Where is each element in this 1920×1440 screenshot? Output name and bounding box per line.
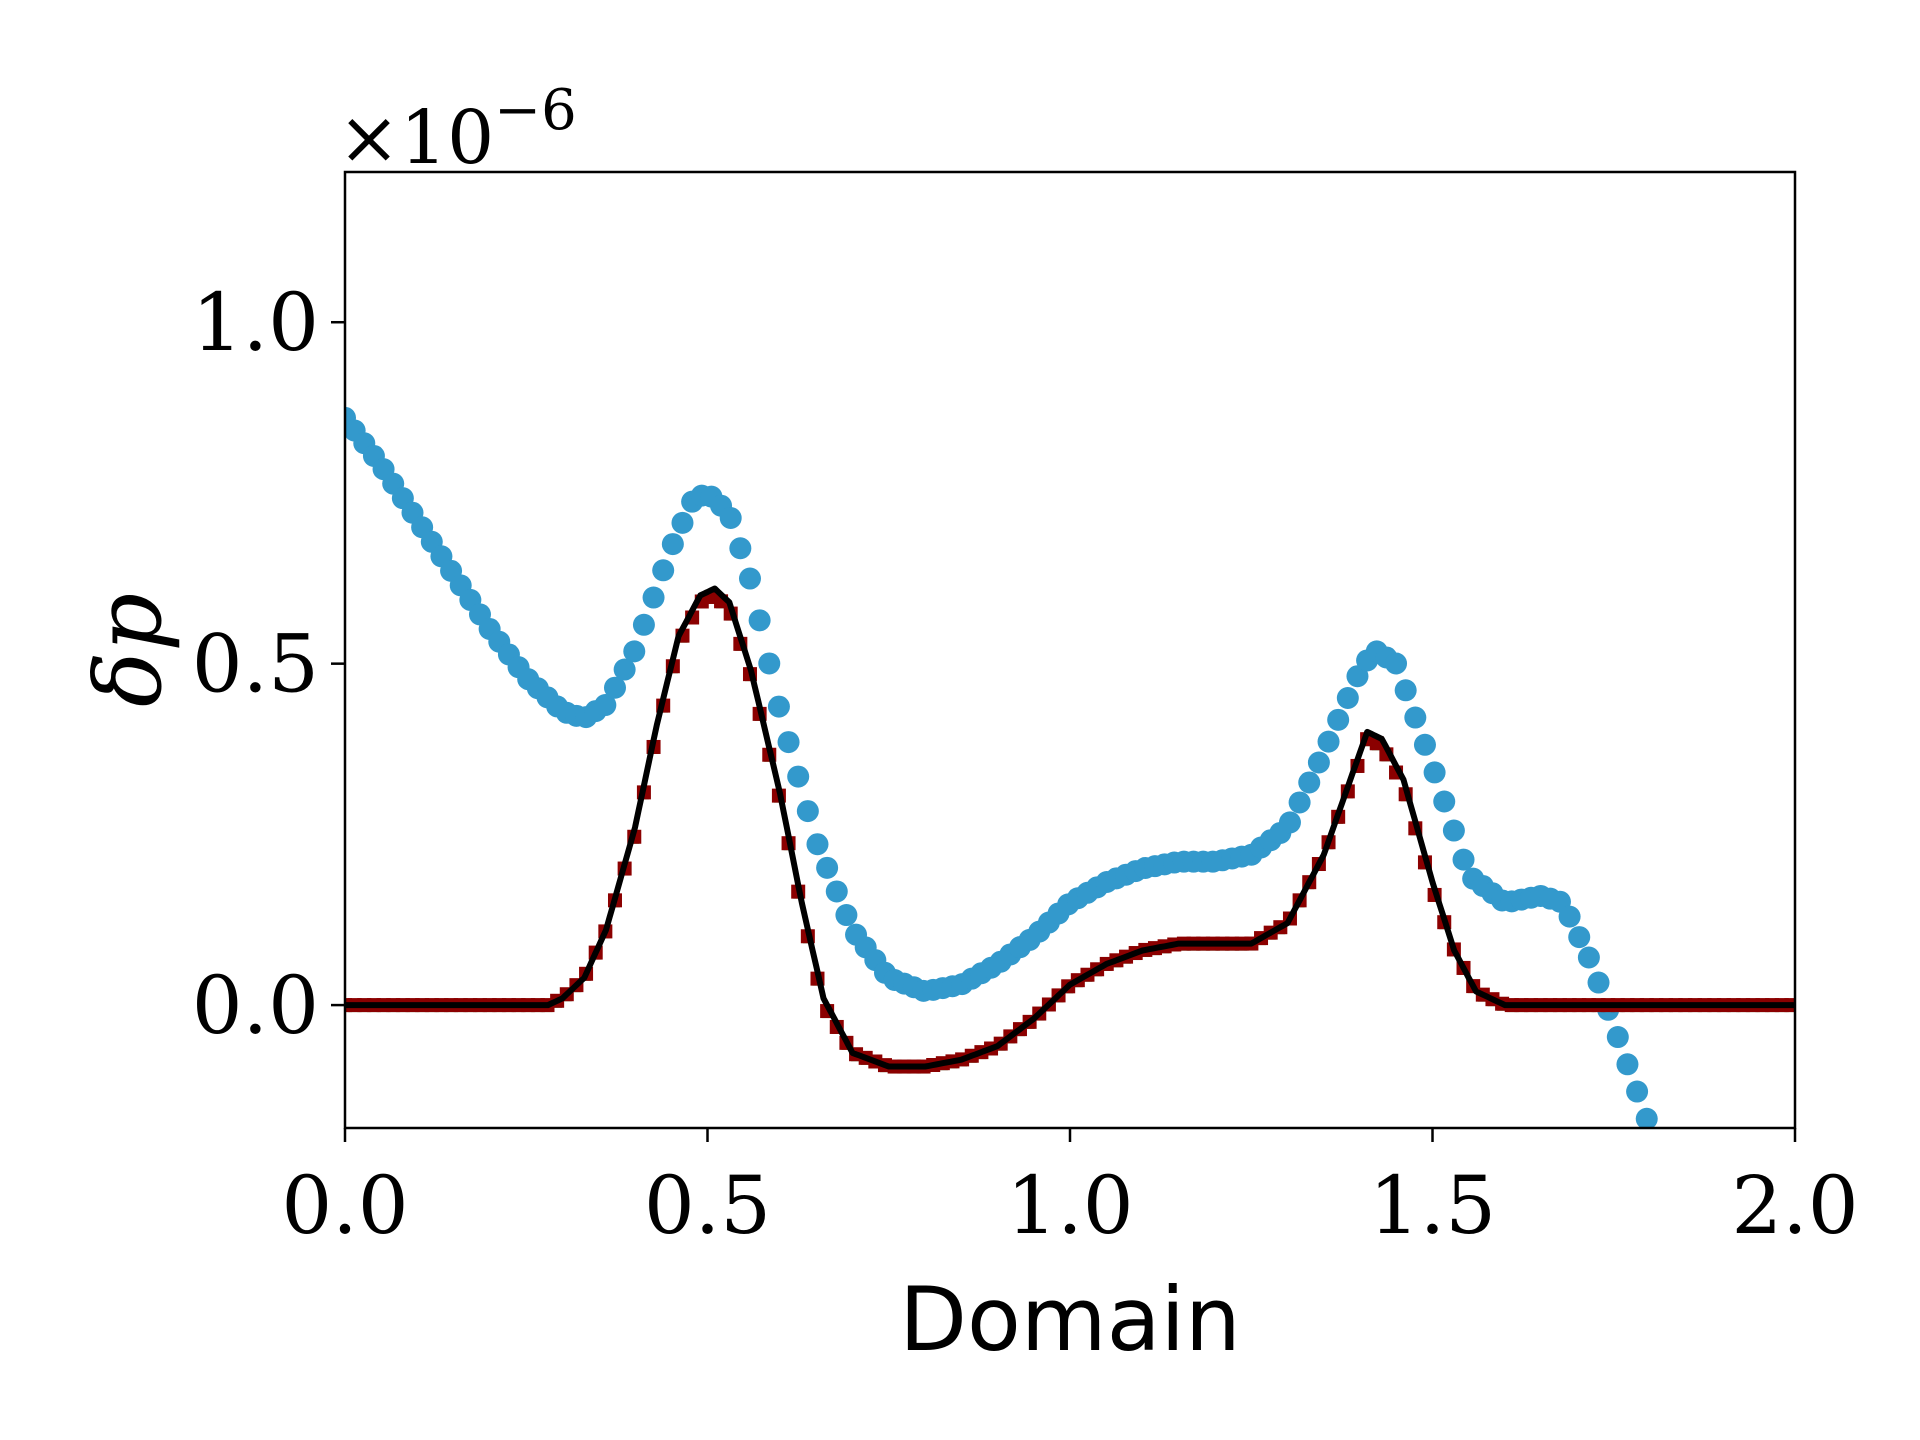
series-blue-point [1423, 761, 1446, 784]
series-blue-point [719, 506, 742, 529]
ticks-layer: 0.0 0.5 1.0 1.5 2.0 0.0 0.5 1.0 [192, 276, 1859, 1252]
series-blue-point [642, 586, 665, 609]
series-blue-point [1336, 687, 1359, 710]
series-blue-point [1298, 771, 1321, 794]
series-blue-point [767, 695, 790, 718]
series-blue-point [1635, 1107, 1658, 1128]
x-axis-label: Domain [899, 1268, 1240, 1371]
series-blue-point [1413, 733, 1436, 756]
y-tick-label: 1.0 [192, 276, 319, 369]
series-blue-point [1288, 791, 1311, 814]
series-blue-point [1317, 730, 1340, 753]
series-blue-point [738, 567, 761, 590]
series-blue-point [1307, 751, 1330, 774]
series-blue-point [1346, 665, 1369, 688]
series-blue-point [748, 609, 771, 632]
series-blue-point [1587, 971, 1610, 994]
y-offset-label: ×10−6 [338, 78, 577, 181]
series-line-reference [345, 585, 1795, 1070]
series-blue-point [1558, 905, 1581, 928]
series-blue-point [1606, 1026, 1629, 1049]
y-tick-label: 0.0 [192, 959, 319, 1052]
series-blue-point [623, 640, 646, 663]
series-blue-point [729, 537, 752, 560]
series-blue-point [661, 533, 684, 556]
series-layer [345, 406, 1795, 1128]
series-blue-point [1626, 1080, 1649, 1103]
x-tick-label: 1.5 [1369, 1159, 1496, 1252]
series-blue-point [825, 880, 848, 903]
y-tick-label: 0.5 [192, 618, 319, 711]
series-blue-point [1327, 708, 1350, 731]
series-blue-point [594, 694, 617, 717]
series-blue-point [758, 652, 781, 675]
series-blue-point [1394, 679, 1417, 702]
y-axis-label: δp [75, 593, 182, 707]
series-blue-point [1433, 790, 1456, 813]
series-blue-point [806, 833, 829, 856]
series-blue-point [1404, 706, 1427, 729]
series-blue-point [835, 904, 858, 927]
series-blue-point [1278, 811, 1301, 834]
series-blue-point [787, 765, 810, 788]
x-tick-label: 0.0 [281, 1159, 408, 1252]
series-blue-point [652, 559, 675, 582]
series-blue-point [1616, 1053, 1639, 1076]
x-tick-label: 2.0 [1731, 1159, 1858, 1252]
series-blue-point [1452, 848, 1475, 871]
x-tick-label: 1.0 [1006, 1159, 1133, 1252]
series-blue-point [796, 800, 819, 823]
series-blue-point [603, 676, 626, 699]
series-blue-point [671, 511, 694, 534]
series-blue-point [1442, 819, 1465, 842]
series-blue-point [1385, 652, 1408, 675]
series-blue-point [1568, 926, 1591, 949]
series-blue-point [777, 731, 800, 754]
series-blue-point [613, 658, 636, 681]
series-blue-point [632, 613, 655, 636]
x-tick-label: 0.5 [644, 1159, 771, 1252]
series-blue-point [1577, 946, 1600, 969]
series-blue-point [816, 856, 839, 879]
